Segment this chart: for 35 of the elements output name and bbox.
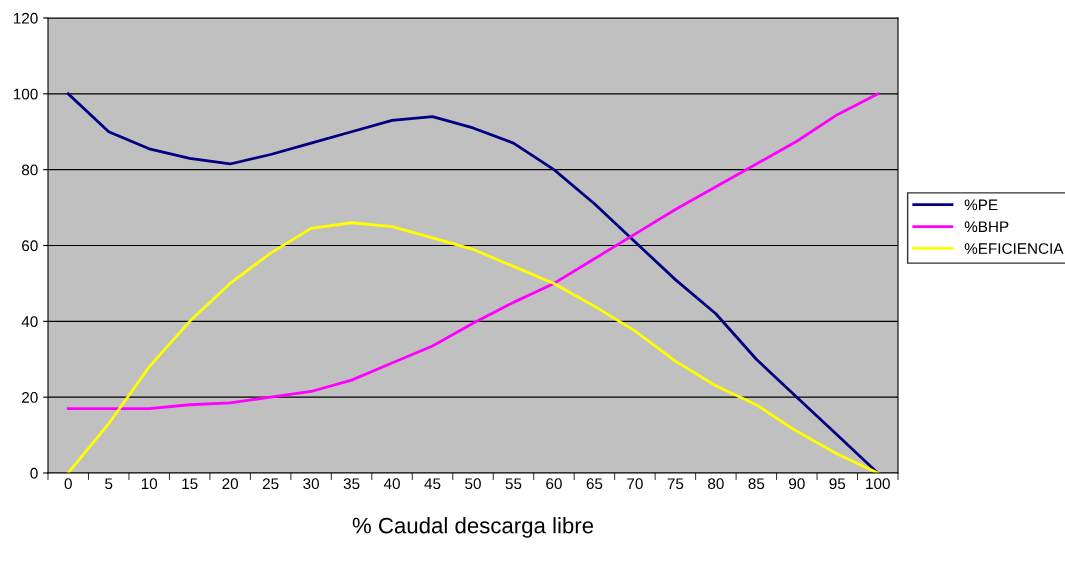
y-tick-label: 120 bbox=[13, 12, 38, 24]
x-tick-label: 20 bbox=[222, 478, 239, 490]
x-tick-label: 10 bbox=[141, 478, 158, 490]
x-tick-label: 60 bbox=[546, 478, 562, 490]
legend-label: %PE bbox=[964, 199, 998, 211]
x-tick-label: 35 bbox=[343, 478, 360, 490]
line-series bbox=[66, 92, 880, 410]
y-tick-label: 0 bbox=[30, 467, 38, 479]
x-tick-label: 100 bbox=[866, 478, 890, 490]
x-tick-label: 65 bbox=[586, 478, 603, 490]
legend-label: %BHP bbox=[964, 221, 1009, 233]
x-tick-label: 55 bbox=[505, 478, 522, 490]
y-tick-label: 60 bbox=[22, 240, 38, 252]
y-tick-label: 100 bbox=[13, 88, 38, 100]
y-tick-label: 40 bbox=[21, 316, 38, 328]
x-tick-label: 40 bbox=[383, 478, 400, 490]
x-tick-label: 25 bbox=[262, 478, 279, 490]
x-axis-title: % Caudal descarga libre bbox=[352, 517, 594, 538]
x-tick-label: 85 bbox=[748, 478, 765, 490]
x-tick-label: 70 bbox=[627, 478, 643, 490]
y-tick-label: 20 bbox=[22, 392, 38, 403]
x-tick-label: 5 bbox=[105, 478, 113, 490]
x-tick-label: 50 bbox=[465, 478, 481, 490]
line-series bbox=[66, 92, 880, 473]
y-tick-label: 80 bbox=[21, 164, 38, 176]
x-tick-label: 95 bbox=[829, 478, 846, 490]
x-tick-label: 75 bbox=[667, 478, 684, 490]
x-tick-label: 45 bbox=[424, 478, 441, 490]
x-tick-label: 90 bbox=[789, 478, 805, 490]
line-series bbox=[66, 221, 880, 473]
x-tick-label: 15 bbox=[182, 478, 198, 490]
x-tick-label: 30 bbox=[303, 478, 319, 490]
legend-label: %EFICIENCIA bbox=[964, 243, 1064, 254]
x-tick-label: 0 bbox=[64, 478, 72, 490]
x-tick-label: 80 bbox=[708, 478, 724, 490]
